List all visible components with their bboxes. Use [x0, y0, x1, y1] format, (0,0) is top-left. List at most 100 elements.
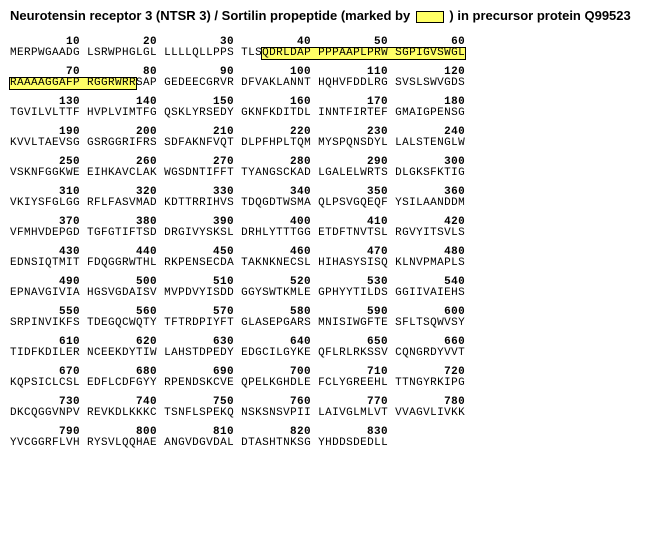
- sequence-row: YVCGGRFLVH RYSVLQQHAE ANGVDGVDAL DTASHTN…: [10, 438, 652, 449]
- sequence-row: VSKNFGGKWE EIHKAVCLAK WGSDNTIFFT TYANGSC…: [10, 168, 652, 179]
- sequence-container: 10 20 30 40 50 60 MERPWGAADG LSRWPHGLGL …: [10, 37, 652, 457]
- sequence-block: DKCQGGVNPV: [10, 407, 80, 419]
- sequence-block: GMAIGPENSG: [395, 107, 465, 119]
- sequence-block: SAP: [136, 77, 157, 89]
- sequence-row: KQPSICLCSL EDFLCDFGYY RPENDSKCVE QPELKGH…: [10, 378, 652, 389]
- sequence-block: HGSVGDAISV: [87, 287, 157, 299]
- sequence-block: GGYSWTKMLE: [241, 287, 311, 299]
- sequence-block: QFLRLRKSSV: [318, 347, 388, 359]
- sequence-block: KLNVPMAPLS: [395, 257, 465, 269]
- sequence-block: LLLLQLLPPS: [164, 47, 234, 59]
- sequence-block: DLPFHPLTQM: [241, 137, 311, 149]
- sequence-block: GGIIVAIEHS: [395, 287, 465, 299]
- sequence-block: YHDDSDEDLL: [318, 437, 388, 449]
- sequence-block: EDFLCDFGYY: [87, 377, 157, 389]
- sequence-block: VVAGVLIVKK: [395, 407, 465, 419]
- highlight-region: RAAAAGGAFP RGGRWRR: [9, 77, 137, 90]
- sequence-block: TAKNKNECSL: [241, 257, 311, 269]
- sequence-block: LSRWPHGLGL: [87, 47, 157, 59]
- sequence-block: QLPSVGQEQF: [318, 197, 388, 209]
- sequence-block: GKNFKDITDL: [241, 107, 311, 119]
- sequence-block: VFMHVDEPGD: [10, 227, 80, 239]
- highlight-swatch: [416, 11, 444, 23]
- sequence-block: VKIYSFGLGG: [10, 197, 80, 209]
- sequence-block: QPELKGHDLE: [241, 377, 311, 389]
- sequence-block: ANGVDGVDAL: [164, 437, 234, 449]
- sequence-block: HIHASYSISQ: [318, 257, 388, 269]
- sequence-block: RPENDSKCVE: [164, 377, 234, 389]
- sequence-row: RAAAAGGAFP RGGRWRRSAP GEDEECGRVR DFVAKLA…: [10, 78, 652, 89]
- sequence-row: EDNSIQTMIT FDQGGRWTHL RKPENSECDA TAKNKNE…: [10, 258, 652, 269]
- sequence-row: MERPWGAADG LSRWPHGLGL LLLLQLLPPS TLSQDRL…: [10, 48, 652, 59]
- sequence-block: TDEGQCWQTY: [87, 317, 157, 329]
- sequence-block: YVCGGRFLVH: [10, 437, 80, 449]
- sequence-block: WGSDNTIFFT: [164, 167, 234, 179]
- sequence-block: ETDFTNVTSL: [318, 227, 388, 239]
- sequence-block: RYSVLQQHAE: [87, 437, 157, 449]
- sequence-block: DRHLYTTTGG: [241, 227, 311, 239]
- sequence-block: TYANGSCKAD: [241, 167, 311, 179]
- sequence-block: FCLYGREEHL: [318, 377, 388, 389]
- sequence-block: GEDEECGRVR: [164, 77, 234, 89]
- page-title: Neurotensin receptor 3 (NTSR 3) / Sortil…: [10, 8, 652, 23]
- sequence-block: TGFGTIFTSD: [87, 227, 157, 239]
- sequence-block: MNISIWGFTE: [318, 317, 388, 329]
- sequence-block: INNTFIRTEF: [318, 107, 388, 119]
- sequence-block: LAHSTDPEDY: [164, 347, 234, 359]
- sequence-block: DFVAKLANNT: [241, 77, 311, 89]
- sequence-row: VKIYSFGLGG RFLFASVMAD KDTTRRIHVS TDQGDTW…: [10, 198, 652, 209]
- sequence-block: RFLFASVMAD: [87, 197, 157, 209]
- title-part-b: ) in precursor protein Q99523: [446, 8, 631, 23]
- sequence-block: EPNAVGIVIA: [10, 287, 80, 299]
- sequence-block: NSKSNSVPII: [241, 407, 311, 419]
- sequence-block: MERPWGAADG: [10, 47, 80, 59]
- sequence-block: CQNGRDYVVT: [395, 347, 465, 359]
- sequence-block: FDQGGRWTHL: [87, 257, 157, 269]
- sequence-block: EDGCILGYKE: [241, 347, 311, 359]
- sequence-block: TDQGDTWSMA: [241, 197, 311, 209]
- sequence-row: DKCQGGVNPV REVKDLKKKC TSNFLSPEKQ NSKSNSV…: [10, 408, 652, 419]
- sequence-block: SFLTSQWVSY: [395, 317, 465, 329]
- sequence-block: DRGIVYSKSL: [164, 227, 234, 239]
- sequence-block: TTNGYRKIPG: [395, 377, 465, 389]
- sequence-block: GSRGGRIFRS: [87, 137, 157, 149]
- sequence-block: DTASHTNKSG: [241, 437, 311, 449]
- title-part-a: Neurotensin receptor 3 (NTSR 3) / Sortil…: [10, 8, 414, 23]
- sequence-block: KQPSICLCSL: [10, 377, 80, 389]
- sequence-block: TLS: [241, 47, 262, 59]
- sequence-block: SDFAKNFVQT: [164, 137, 234, 149]
- sequence-block: RKPENSECDA: [164, 257, 234, 269]
- sequence-row: VFMHVDEPGD TGFGTIFTSD DRGIVYSKSL DRHLYTT…: [10, 228, 652, 239]
- sequence-block: TGVILVLTTF: [10, 107, 80, 119]
- sequence-block: HQHVFDDLRG: [318, 77, 388, 89]
- sequence-block: VSKNFGGKWE: [10, 167, 80, 179]
- sequence-block: MVPDVYISDD: [164, 287, 234, 299]
- sequence-row: TGVILVLTTF HVPLVIMTFG QSKLYRSEDY GKNFKDI…: [10, 108, 652, 119]
- sequence-block: EIHKAVCLAK: [87, 167, 157, 179]
- sequence-block: KVVLTAEVSG: [10, 137, 80, 149]
- sequence-block: RGVYITSVLS: [395, 227, 465, 239]
- sequence-block: NCEEKDYTIW: [87, 347, 157, 359]
- sequence-block: SRPINVIKFS: [10, 317, 80, 329]
- sequence-block: LALSTENGLW: [395, 137, 465, 149]
- sequence-block: TIDFKDILER: [10, 347, 80, 359]
- sequence-row: TIDFKDILER NCEEKDYTIW LAHSTDPEDY EDGCILG…: [10, 348, 652, 359]
- sequence-block: REVKDLKKKC: [87, 407, 157, 419]
- sequence-block: QSKLYRSEDY: [164, 107, 234, 119]
- sequence-block: LGALELWRTS: [318, 167, 388, 179]
- sequence-block: TFTRDPIYFT: [164, 317, 234, 329]
- sequence-block: MYSPQNSDYL: [318, 137, 388, 149]
- highlight-region: QDRLDAP PPPAAPLPRW SGPIGVSWGL: [261, 47, 466, 60]
- sequence-block: GPHYYTILDS: [318, 287, 388, 299]
- sequence-block: GLASEPGARS: [241, 317, 311, 329]
- sequence-block: HVPLVIMTFG: [87, 107, 157, 119]
- sequence-block: DLGKSFKTIG: [395, 167, 465, 179]
- sequence-block: TSNFLSPEKQ: [164, 407, 234, 419]
- sequence-block: LAIVGLMLVT: [318, 407, 388, 419]
- sequence-block: KDTTRRIHVS: [164, 197, 234, 209]
- sequence-block: YSILAANDDM: [395, 197, 465, 209]
- sequence-row: KVVLTAEVSG GSRGGRIFRS SDFAKNFVQT DLPFHPL…: [10, 138, 652, 149]
- sequence-block: EDNSIQTMIT: [10, 257, 80, 269]
- sequence-block: SVSLSWVGDS: [395, 77, 465, 89]
- sequence-row: SRPINVIKFS TDEGQCWQTY TFTRDPIYFT GLASEPG…: [10, 318, 652, 329]
